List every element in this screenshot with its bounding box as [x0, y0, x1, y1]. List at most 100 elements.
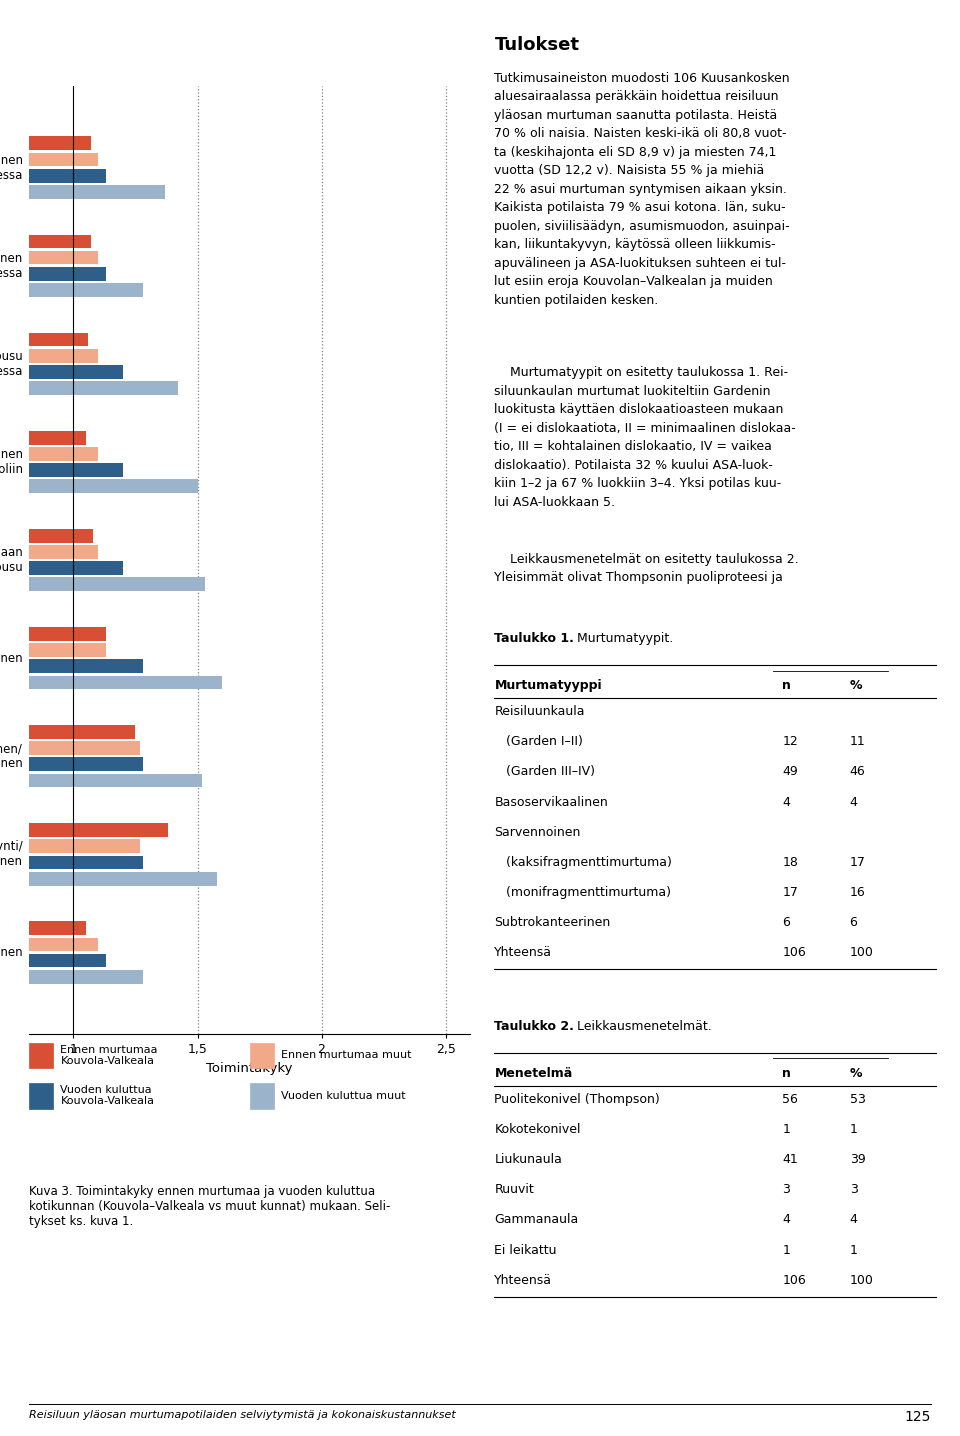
- Text: 49: 49: [782, 765, 798, 778]
- Bar: [29, 169, 106, 182]
- Bar: [29, 333, 88, 346]
- Text: 39: 39: [850, 1153, 865, 1166]
- Text: Reisiluun yläosan murtumapotilaiden selviytymistä ja kokonaiskustannukset: Reisiluun yläosan murtumapotilaiden selv…: [29, 1410, 456, 1420]
- Bar: [29, 546, 98, 559]
- Text: Ennen murtumaa muut: Ennen murtumaa muut: [281, 1051, 412, 1060]
- Text: Tulokset: Tulokset: [494, 36, 580, 55]
- Text: 46: 46: [850, 765, 865, 778]
- Text: Ennen murtumaa
Kouvola-Valkeala: Ennen murtumaa Kouvola-Valkeala: [60, 1044, 158, 1067]
- Text: 100: 100: [850, 1274, 874, 1287]
- Text: Basoservikaalinen: Basoservikaalinen: [494, 796, 608, 808]
- Text: 41: 41: [782, 1153, 798, 1166]
- Bar: [29, 757, 143, 771]
- Text: Ruuvit: Ruuvit: [494, 1183, 534, 1196]
- Text: 17: 17: [850, 856, 866, 869]
- Text: 106: 106: [782, 1274, 806, 1287]
- Bar: [29, 561, 123, 574]
- Bar: [29, 381, 178, 395]
- Text: 12: 12: [782, 735, 798, 748]
- Text: 11: 11: [850, 735, 865, 748]
- Text: 56: 56: [782, 1093, 799, 1106]
- Text: 4: 4: [850, 796, 857, 808]
- Text: Vuoden kuluttua muut: Vuoden kuluttua muut: [281, 1091, 406, 1100]
- Bar: [29, 872, 217, 886]
- Text: 1: 1: [782, 1244, 790, 1256]
- Text: Reisiluunkaula: Reisiluunkaula: [494, 705, 585, 718]
- Text: Murtumatyypit on esitetty taulukossa 1. Rei-
siluunkaulan murtumat luokiteltiin : Murtumatyypit on esitetty taulukossa 1. …: [494, 366, 796, 508]
- Text: n: n: [782, 1067, 791, 1080]
- Text: Ei leikattu: Ei leikattu: [494, 1244, 557, 1256]
- Text: 18: 18: [782, 856, 799, 869]
- Bar: [29, 447, 98, 461]
- Bar: [29, 152, 98, 167]
- Bar: [29, 922, 85, 935]
- Text: 1: 1: [850, 1123, 857, 1136]
- Text: Menetelmä: Menetelmä: [494, 1067, 573, 1080]
- Text: 1: 1: [850, 1244, 857, 1256]
- Text: Gammanaula: Gammanaula: [494, 1213, 579, 1226]
- Text: 100: 100: [850, 946, 874, 959]
- Bar: [29, 267, 106, 280]
- Text: Subtrokanteerinen: Subtrokanteerinen: [494, 916, 611, 929]
- Text: Taulukko 1.: Taulukko 1.: [494, 632, 574, 645]
- Text: 1: 1: [782, 1123, 790, 1136]
- Bar: [29, 577, 204, 592]
- Text: (Garden I–II): (Garden I–II): [494, 735, 584, 748]
- Text: Tutkimusaineiston muodosti 106 Kuusankosken
aluesairaalassa peräkkäin hoidettua : Tutkimusaineiston muodosti 106 Kuusankos…: [494, 72, 790, 307]
- Text: 53: 53: [850, 1093, 866, 1106]
- Text: Kuva 3. Toimintakyky ennen murtumaa ja vuoden kuluttua
kotikunnan (Kouvola–Valke: Kuva 3. Toimintakyky ennen murtumaa ja v…: [29, 1185, 390, 1228]
- Text: Kokotekonivel: Kokotekonivel: [494, 1123, 581, 1136]
- Bar: [29, 464, 123, 477]
- Text: Taulukko 2.: Taulukko 2.: [494, 1020, 574, 1032]
- Text: 4: 4: [782, 1213, 790, 1226]
- Text: 6: 6: [782, 916, 790, 929]
- Text: Sarvennoinen: Sarvennoinen: [494, 826, 581, 839]
- Text: (monifragmenttimurtuma): (monifragmenttimurtuma): [494, 886, 671, 899]
- X-axis label: Toimintakyky: Toimintakyky: [206, 1061, 293, 1074]
- Bar: [29, 480, 198, 493]
- Text: 125: 125: [905, 1410, 931, 1425]
- Text: 17: 17: [782, 886, 799, 899]
- Bar: [29, 741, 140, 755]
- Text: (Garden III–IV): (Garden III–IV): [494, 765, 595, 778]
- Bar: [29, 628, 106, 640]
- Text: 16: 16: [850, 886, 865, 899]
- Bar: [29, 659, 143, 673]
- Bar: [29, 349, 98, 363]
- Bar: [29, 675, 223, 689]
- Bar: [29, 365, 123, 379]
- Text: Leikkausmenetelmät on esitetty taulukossa 2.
Yleisimmät olivat Thompsonin puolip: Leikkausmenetelmät on esitetty taulukoss…: [494, 553, 799, 584]
- Text: Leikkausmenetelmät.: Leikkausmenetelmät.: [573, 1020, 712, 1032]
- Bar: [29, 234, 91, 248]
- Text: 3: 3: [782, 1183, 790, 1196]
- Bar: [29, 954, 106, 968]
- Bar: [29, 823, 168, 837]
- Bar: [29, 528, 93, 543]
- Bar: [29, 774, 203, 787]
- Text: Murtumatyyppi: Murtumatyyppi: [494, 679, 602, 692]
- Text: 4: 4: [850, 1213, 857, 1226]
- Text: Murtumatyypit.: Murtumatyypit.: [573, 632, 673, 645]
- Text: 3: 3: [850, 1183, 857, 1196]
- Bar: [29, 969, 143, 984]
- Text: (kaksifragmenttimurtuma): (kaksifragmenttimurtuma): [494, 856, 672, 869]
- Text: Liukunaula: Liukunaula: [494, 1153, 563, 1166]
- Bar: [29, 283, 143, 297]
- Bar: [29, 431, 85, 445]
- Bar: [29, 251, 98, 264]
- Bar: [29, 185, 165, 198]
- Bar: [29, 856, 143, 869]
- Text: 106: 106: [782, 946, 806, 959]
- Text: Yhteensä: Yhteensä: [494, 946, 552, 959]
- Text: Puolitekonivel (Thompson): Puolitekonivel (Thompson): [494, 1093, 660, 1106]
- Text: 4: 4: [782, 796, 790, 808]
- Text: Vuoden kuluttua
Kouvola-Valkeala: Vuoden kuluttua Kouvola-Valkeala: [60, 1084, 155, 1107]
- Text: %: %: [850, 1067, 862, 1080]
- Bar: [29, 938, 98, 951]
- Text: 6: 6: [850, 916, 857, 929]
- Bar: [29, 643, 106, 656]
- Text: n: n: [782, 679, 791, 692]
- Bar: [29, 725, 135, 740]
- Text: %: %: [850, 679, 862, 692]
- Text: Yhteensä: Yhteensä: [494, 1274, 552, 1287]
